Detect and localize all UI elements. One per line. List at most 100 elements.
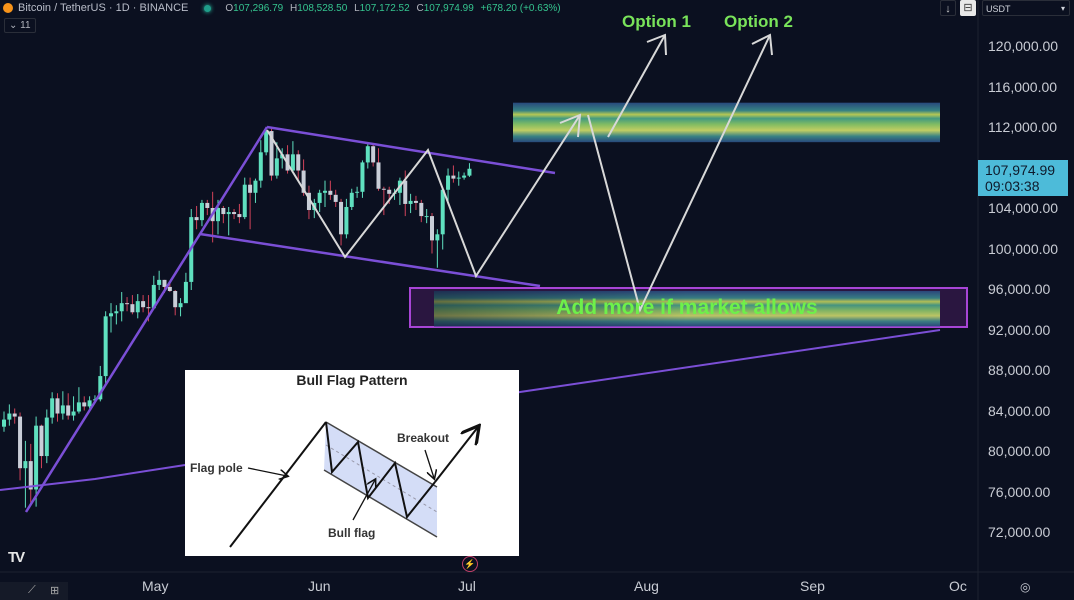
last-price-label: 107,974.99 09:03:38 bbox=[978, 160, 1068, 196]
candle-body bbox=[7, 413, 12, 420]
candle-body bbox=[194, 217, 199, 221]
close-value: 107,974.99 bbox=[423, 2, 474, 14]
price-tick-label: 84,000.00 bbox=[988, 402, 1051, 419]
breakout-pointer bbox=[424, 449, 434, 478]
projection-path bbox=[266, 114, 581, 279]
breakout-label: Breakout bbox=[397, 431, 450, 445]
candle-body bbox=[135, 301, 140, 313]
flag-lower-trendline bbox=[199, 232, 541, 288]
candle-body bbox=[242, 184, 247, 218]
settings-icon[interactable]: ◎ bbox=[1020, 580, 1031, 594]
price-tick-label: 120,000.00 bbox=[988, 38, 1059, 54]
candle-body bbox=[23, 461, 28, 469]
candle-body bbox=[98, 376, 103, 400]
candle-body bbox=[151, 284, 156, 309]
flag-channel bbox=[324, 422, 437, 537]
candle-body bbox=[146, 307, 151, 309]
price-tick-label: 116,000.00 bbox=[988, 78, 1058, 95]
flag-upper-line bbox=[325, 421, 438, 488]
candle-body bbox=[355, 191, 360, 193]
inset-title: Bull Flag Pattern bbox=[296, 372, 408, 388]
candle-body bbox=[349, 192, 354, 207]
option-2-path bbox=[587, 34, 771, 313]
candle-body bbox=[296, 154, 301, 171]
time-tick-label: May bbox=[142, 578, 169, 594]
candle-body bbox=[55, 398, 60, 414]
candle-body bbox=[109, 313, 113, 317]
flag-zigzag bbox=[325, 421, 436, 520]
candle-body bbox=[328, 190, 333, 195]
price-tick-label: 104,000.00 bbox=[988, 200, 1059, 216]
candle-body bbox=[141, 301, 146, 308]
candle-body bbox=[18, 416, 23, 469]
candle-body bbox=[269, 131, 274, 176]
candle-body bbox=[216, 207, 220, 222]
price-tick-label: 112,000.00 bbox=[988, 119, 1058, 135]
candle-body bbox=[162, 279, 167, 287]
candle-body bbox=[451, 175, 456, 179]
flag-upper-trendline bbox=[266, 125, 556, 175]
candle-body bbox=[462, 175, 467, 178]
candle-body bbox=[339, 201, 344, 235]
accumulation-zone-shade bbox=[434, 291, 940, 327]
candle-body bbox=[440, 189, 445, 235]
symbol-header: Bitcoin / TetherUS · 1D · BINANCE O107,2… bbox=[0, 0, 565, 16]
candle-body bbox=[205, 202, 210, 208]
auto-scale-icon[interactable]: ⊟ bbox=[960, 0, 976, 16]
candle-body bbox=[365, 146, 370, 163]
candle-body bbox=[387, 189, 392, 194]
candle-body bbox=[183, 281, 188, 304]
indicators-toggle[interactable]: ⌄ 11 bbox=[4, 18, 36, 33]
candle-body bbox=[381, 188, 386, 190]
candle-body bbox=[2, 419, 6, 427]
flag-pole-line bbox=[229, 421, 327, 548]
arrow-down-icon[interactable]: ↓ bbox=[940, 0, 956, 16]
candle-body bbox=[376, 162, 381, 189]
symbol-title[interactable]: Bitcoin / TetherUS · 1D · BINANCE bbox=[18, 2, 189, 14]
time-tick-label: Aug bbox=[634, 578, 659, 594]
flag-pole-label: Flag pole bbox=[190, 461, 243, 475]
price-tick-label: 100,000.00 bbox=[988, 240, 1059, 257]
measure-tool-icon[interactable]: ⊞ bbox=[50, 585, 60, 597]
candle-body bbox=[226, 212, 231, 215]
candle-body bbox=[413, 200, 418, 203]
chevron-down-icon: ▾ bbox=[1060, 4, 1065, 13]
price-tick-label: 88,000.00 bbox=[988, 362, 1051, 378]
candle-body bbox=[12, 413, 17, 417]
lightning-icon[interactable]: ⚡ bbox=[462, 556, 478, 572]
trend-tool-icon[interactable]: ⟋ bbox=[28, 584, 36, 596]
time-tick-label: Jun bbox=[308, 578, 331, 594]
candle-body bbox=[403, 180, 408, 204]
price-tick-label: 80,000.00 bbox=[988, 443, 1051, 459]
currency-select[interactable]: USDT ▾ bbox=[982, 0, 1070, 16]
open-value: 107,296.79 bbox=[233, 2, 284, 14]
candle-body bbox=[71, 411, 76, 416]
candle-body bbox=[456, 177, 461, 179]
flag-pole-trendline bbox=[24, 126, 269, 513]
candle-body bbox=[424, 216, 429, 218]
candle-body bbox=[467, 168, 472, 176]
arrow-head-icon bbox=[646, 33, 667, 56]
candle-body bbox=[248, 184, 253, 193]
option-2-label: Option 2 bbox=[724, 12, 793, 31]
drawing-tools[interactable]: ⟋ ⊞ bbox=[0, 582, 68, 600]
candle-body bbox=[87, 400, 92, 407]
candle-body bbox=[419, 202, 424, 217]
price-tick-label: 92,000.00 bbox=[988, 321, 1051, 338]
candle-body bbox=[253, 180, 258, 193]
candle-body bbox=[430, 216, 434, 241]
candle-body bbox=[360, 162, 365, 192]
tradingview-logo[interactable]: TV bbox=[8, 549, 25, 566]
candle-body bbox=[39, 425, 44, 457]
candle-body bbox=[157, 279, 162, 285]
candle-body bbox=[66, 405, 71, 416]
candle-body bbox=[34, 425, 39, 490]
high-value: 108,528.50 bbox=[297, 2, 348, 14]
candle-body bbox=[103, 316, 108, 377]
market-status-icon bbox=[204, 4, 212, 12]
candle-body bbox=[221, 207, 226, 215]
flag-pole-pointer bbox=[247, 467, 287, 476]
candle-body bbox=[344, 206, 349, 235]
time-tick-label: Oc bbox=[949, 578, 967, 594]
